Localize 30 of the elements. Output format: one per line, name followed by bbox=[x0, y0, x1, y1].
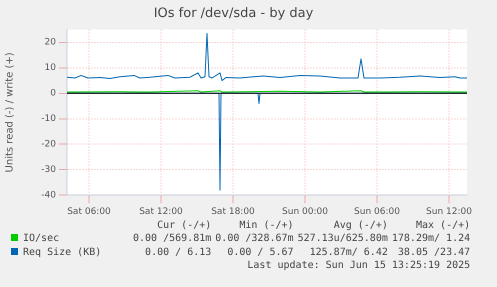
y-tick-label: -20 bbox=[41, 140, 56, 150]
y-tick-label: -30 bbox=[41, 165, 56, 176]
text: 0.00 /328.67m bbox=[214, 232, 295, 246]
x-tick-label: Sun 00:00 bbox=[282, 206, 328, 217]
text: 527.13u/625.80m bbox=[296, 232, 389, 246]
text: Cur (-/+) bbox=[156, 220, 212, 232]
y-tick-label: -10 bbox=[41, 114, 56, 124]
text: 178.29m/ 1.24 bbox=[390, 232, 472, 246]
x-tick-label: Sat 18:00 bbox=[211, 206, 256, 217]
text: 0.00 / 5.67 bbox=[226, 246, 295, 260]
y-tick-label: 20 bbox=[44, 38, 56, 48]
y-axis-title: Units read (-) / write (+) bbox=[4, 52, 16, 172]
text: Max (-/+) bbox=[414, 220, 472, 232]
y-tick-label: 0 bbox=[50, 88, 56, 99]
legend-label: Req Size (KB) bbox=[22, 246, 102, 260]
x-tick-label: Sun 12:00 bbox=[426, 206, 472, 217]
chart-title: IOs for /dev/sda - by day bbox=[154, 6, 314, 22]
y-tick-label: -40 bbox=[41, 190, 56, 201]
text: 0.00 /569.81m bbox=[132, 232, 212, 246]
legend-label: IO/sec bbox=[22, 232, 60, 246]
x-tick-label: Sun 06:00 bbox=[354, 206, 400, 217]
text: Last update: Sun Jun 15 13:25:19 2025 bbox=[246, 260, 472, 272]
text: Avg (-/+) bbox=[332, 220, 389, 232]
text: 125.87m/ 6.42 bbox=[308, 246, 389, 260]
x-tick-label: Sat 12:00 bbox=[139, 206, 184, 217]
x-tick-label: Sat 06:00 bbox=[67, 206, 112, 217]
text: Min (-/+) bbox=[238, 220, 295, 232]
y-tick-label: 10 bbox=[44, 63, 56, 74]
text: 38.05 /23.47 bbox=[396, 246, 472, 260]
text: 0.00 / 6.13 bbox=[144, 246, 212, 260]
